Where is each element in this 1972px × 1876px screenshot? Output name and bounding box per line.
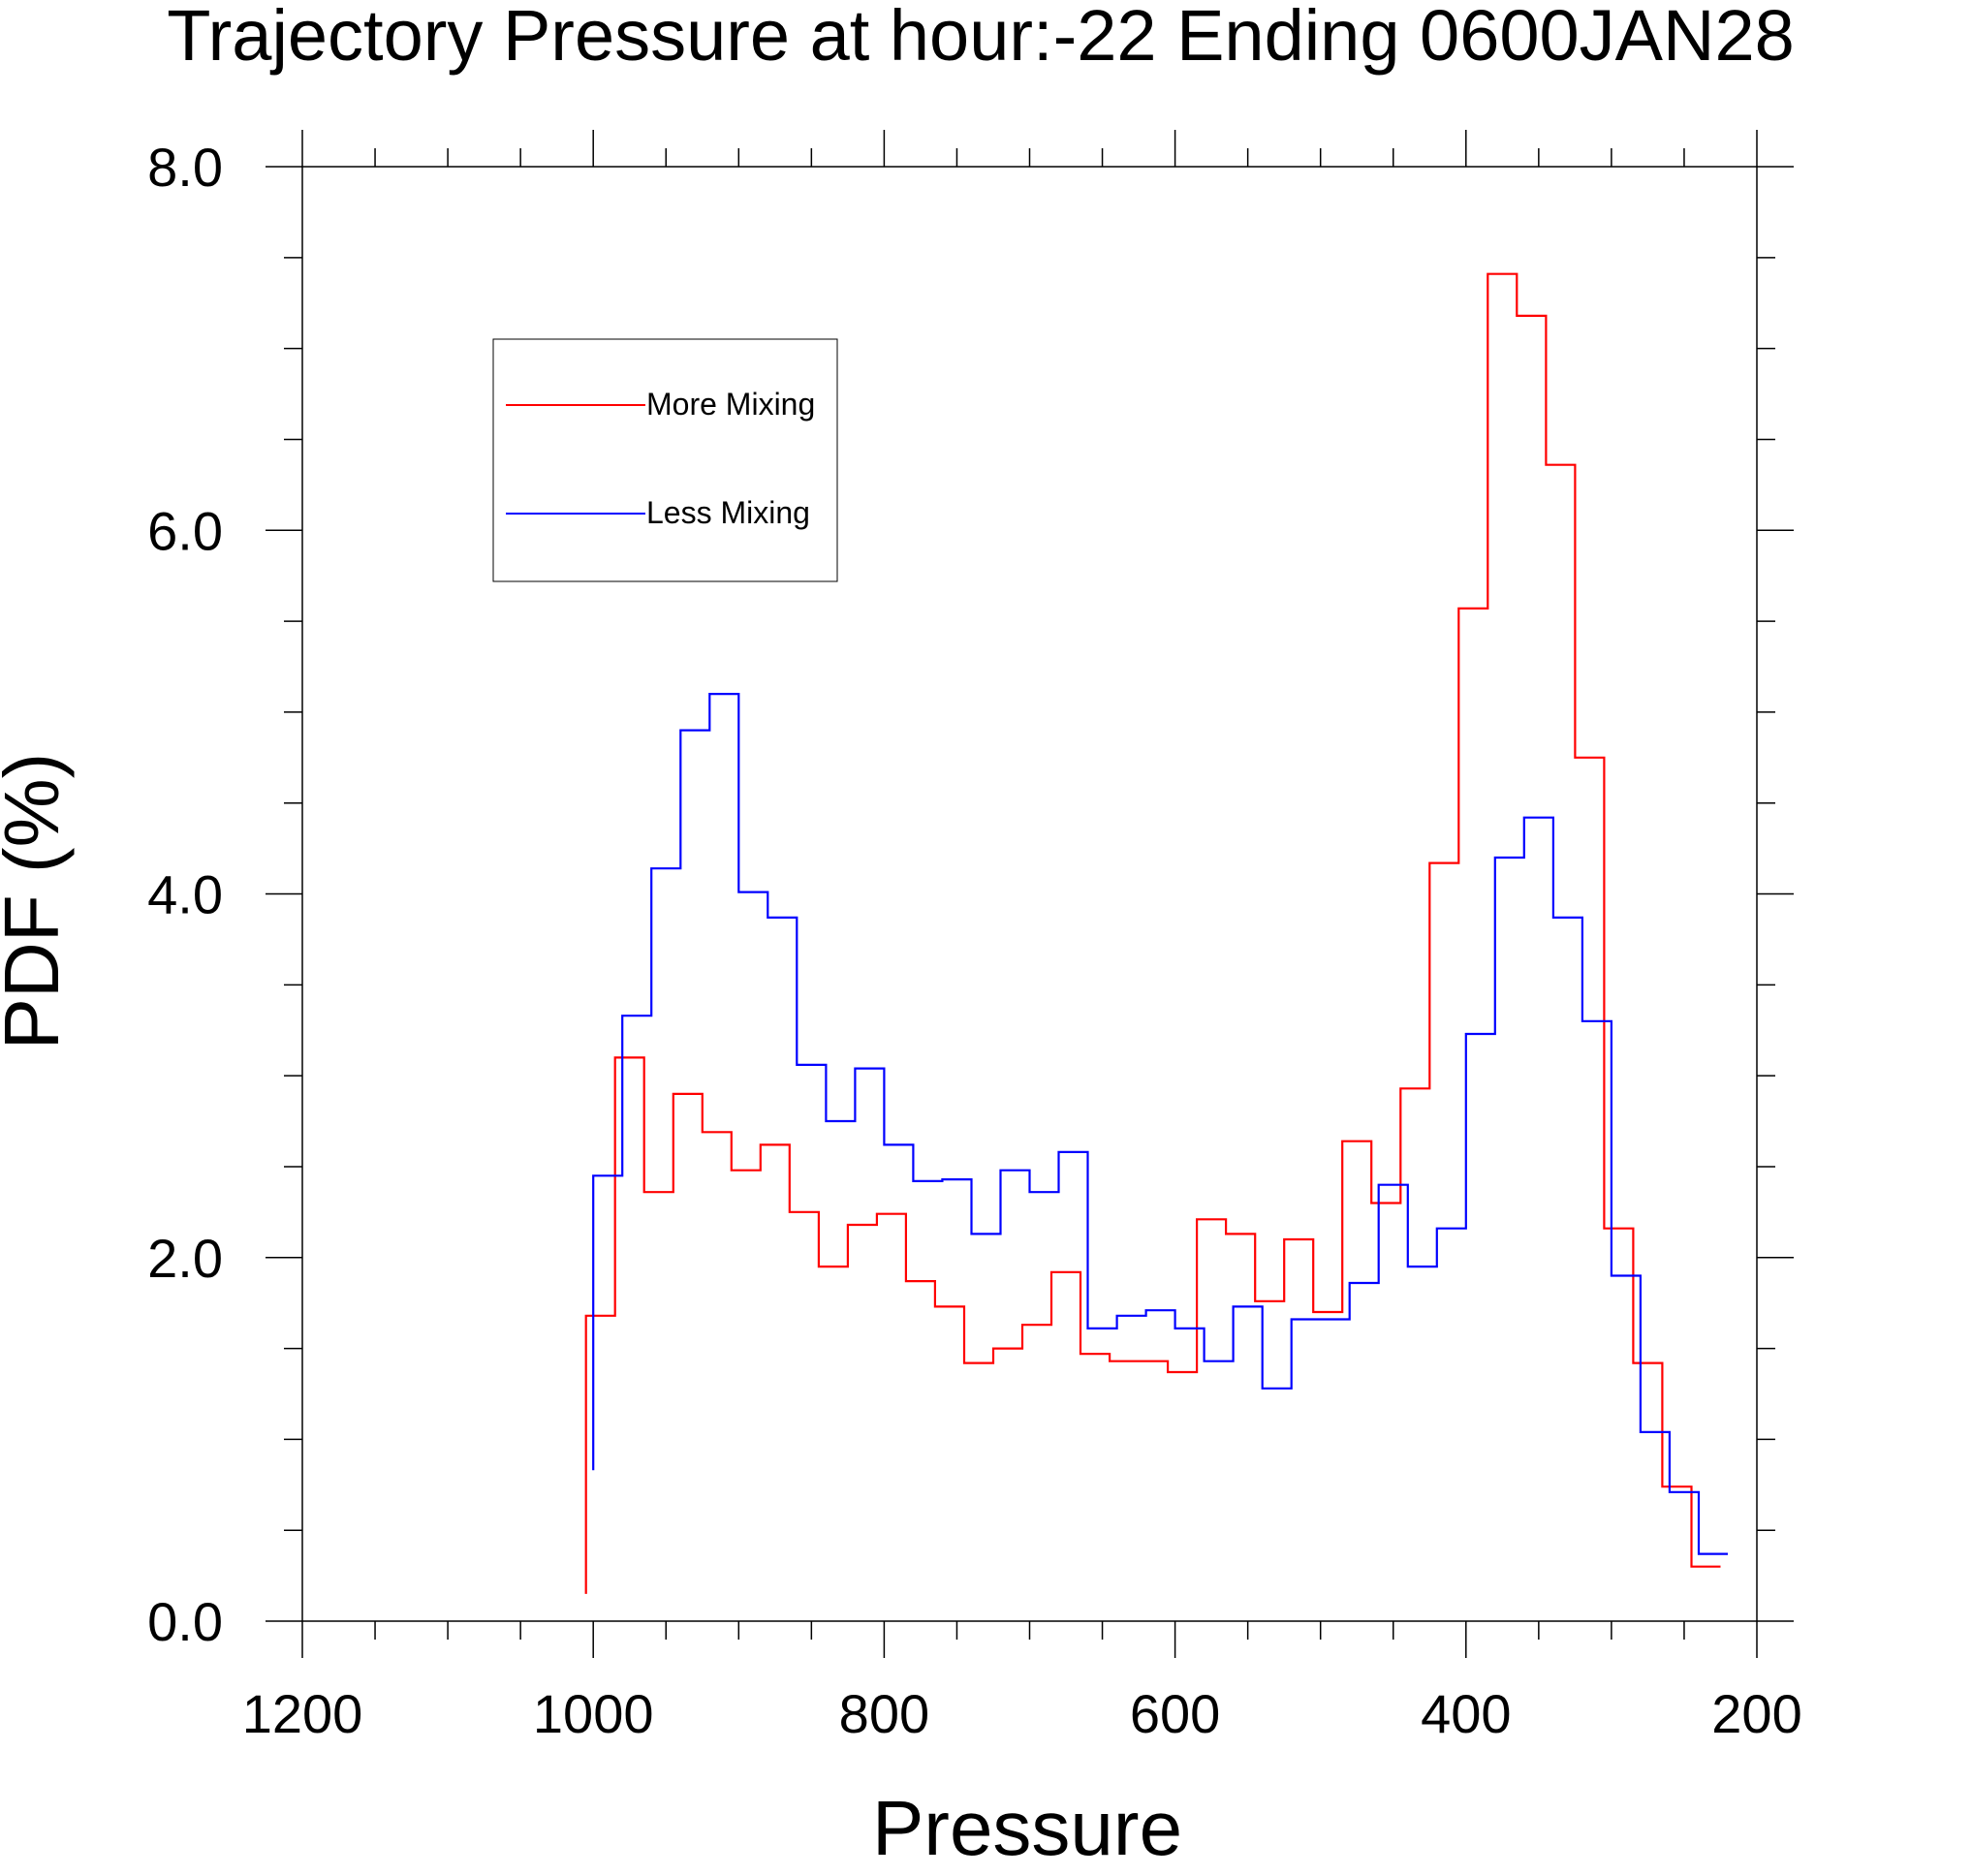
y-tick-label: 6.0	[147, 500, 223, 561]
legend-label-less-mixing: Less Mixing	[646, 495, 810, 530]
y-axis: 0.0 2.0 4.0 6.0 8.0	[147, 137, 1794, 1652]
x-tick-label: 400	[1421, 1683, 1511, 1744]
y-tick-label: 8.0	[147, 137, 223, 198]
legend-box	[492, 338, 838, 582]
x-axis-label: Pressure	[872, 1785, 1182, 1871]
series-line-less-mixing	[592, 693, 1728, 1555]
series-line-more-mixing	[584, 272, 1721, 1594]
legend: More Mixing Less Mixing	[492, 338, 838, 582]
chart-title: Trajectory Pressure at hour:-22 Ending 0…	[167, 0, 1795, 76]
legend-label-more-mixing: More Mixing	[646, 387, 815, 422]
x-tick-label: 1000	[533, 1683, 654, 1744]
x-tick-label: 800	[839, 1683, 929, 1744]
series-group	[584, 272, 1728, 1594]
y-tick-label: 4.0	[147, 864, 223, 925]
x-tick-label: 1200	[242, 1683, 363, 1744]
x-tick-label: 600	[1130, 1683, 1220, 1744]
y-axis-label: PDF (%)	[0, 753, 75, 1050]
y-tick-label: 0.0	[147, 1591, 223, 1652]
y-tick-label: 2.0	[147, 1228, 223, 1289]
x-axis: 1200 1000 800 600 400 200	[242, 130, 1802, 1744]
x-tick-label: 200	[1711, 1683, 1801, 1744]
